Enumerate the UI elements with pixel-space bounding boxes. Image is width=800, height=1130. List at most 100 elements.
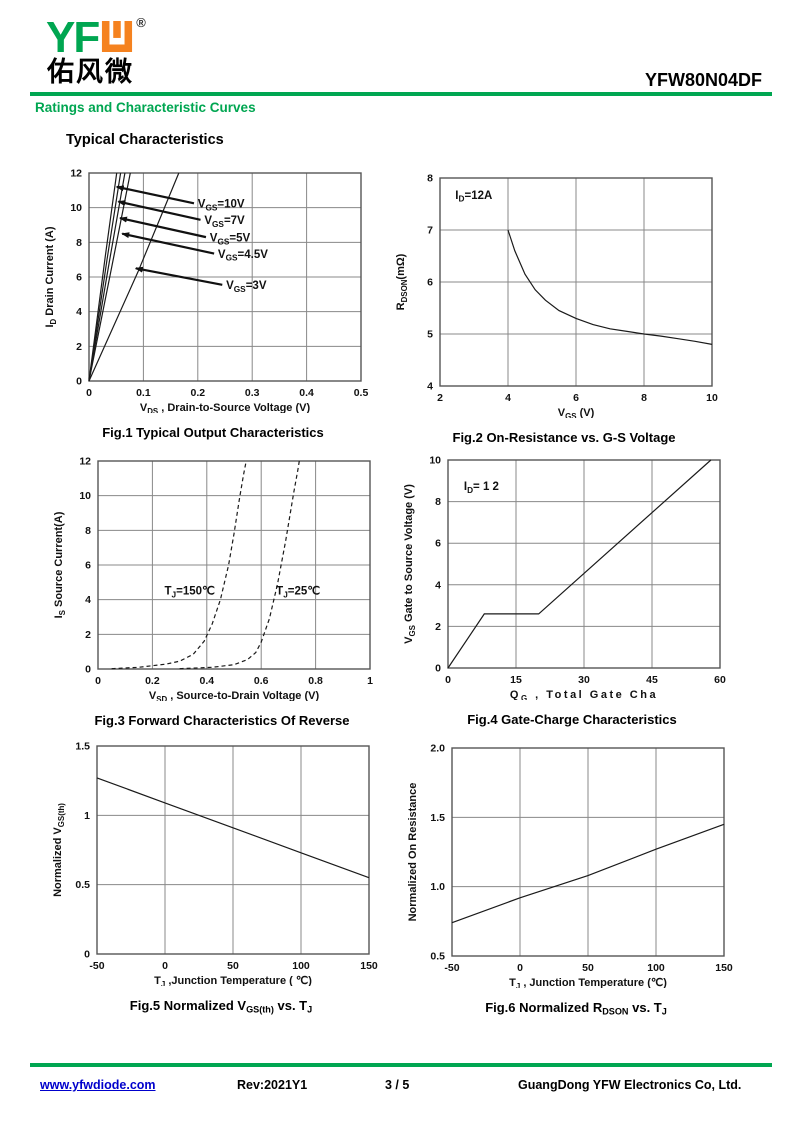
x-axis-label: TJ , Junction Temperature (℃) — [509, 977, 667, 988]
x-axis-label: VSD , Source-to-Drain Voltage (V) — [149, 690, 320, 701]
label-leader-arrow — [121, 232, 215, 255]
x-tick-label: 100 — [292, 960, 310, 972]
y-tick-label: 0.5 — [75, 879, 90, 891]
series-label: VGS=3V — [226, 280, 267, 294]
figure-1-caption: Fig.1 Typical Output Characteristics — [102, 425, 324, 440]
figure-5: -50 0 50 100 150 0 0.5 1 1.5 TJ ,Junction Tempera… — [47, 738, 395, 1015]
y-tick-label: 2 — [85, 629, 91, 641]
y-tick-label: 0 — [85, 664, 91, 676]
x-tick-label: 100 — [647, 962, 665, 974]
x-tick-label: 45 — [646, 674, 658, 686]
section-title: Ratings and Characteristic Curves — [35, 100, 256, 115]
revision-label: Rev:2021Y1 — [237, 1078, 308, 1092]
series-label: VGS=4.5V — [218, 249, 268, 263]
part-number: YFW80N04DF — [644, 70, 762, 90]
x-tick-label: -50 — [89, 960, 104, 972]
x-tick-label: 60 — [714, 674, 726, 686]
y-tick-label: 6 — [85, 560, 91, 572]
y-tick-label: 2.0 — [430, 743, 445, 755]
x-axis-label: VDS , Drain-to-Source Voltage (V) — [140, 402, 311, 413]
y-tick-label: 8 — [76, 237, 82, 249]
series-line — [507, 229, 713, 345]
series-line — [88, 172, 122, 382]
x-tick-label: 0.8 — [308, 675, 323, 687]
series-label: ID= 1 2 — [464, 481, 499, 495]
y-tick-label: 6 — [435, 538, 441, 550]
y-tick-label: 8 — [427, 173, 433, 185]
figure-4: 0 15 30 45 60 0 2 4 6 8 10 QG , Total Gate Cha VGS G… — [398, 452, 746, 728]
figure-6-caption: Fig.6 Normalized RDSON vs. TJ — [485, 1000, 667, 1017]
y-axis-label: ID Drain Current (A) — [44, 226, 58, 327]
plot-border — [97, 460, 371, 670]
y-tick-label: 6 — [76, 272, 82, 284]
series-line — [451, 823, 725, 924]
x-tick-label: 6 — [573, 392, 579, 404]
x-axis-label: TJ ,Junction Temperature ( ℃) — [154, 975, 312, 986]
y-tick-label: 0 — [76, 376, 82, 388]
plot-border — [96, 745, 370, 955]
x-tick-label: 0.3 — [245, 387, 260, 399]
x-tick-label: 0.6 — [254, 675, 269, 687]
y-tick-label: 10 — [429, 455, 441, 467]
figure-1: 0 0.1 0.2 0.3 0.4 0.5 0 2 4 6 8 10 12 VDS , Drain-to-… — [39, 165, 387, 441]
x-tick-label: 30 — [578, 674, 590, 686]
registered-trademark-icon: ® — [136, 15, 146, 30]
x-tick-label: -50 — [444, 962, 459, 974]
series-label: TJ=150℃ — [164, 584, 215, 599]
y-axis-label: VGS Gate to Source Voltage (V) — [403, 484, 417, 644]
plot-border — [439, 177, 713, 387]
x-tick-label: 0 — [445, 674, 451, 686]
y-tick-label: 12 — [70, 168, 82, 180]
logo-yf-text: YF — [46, 13, 100, 62]
y-tick-label: 8 — [85, 525, 91, 537]
y-tick-label: 4 — [435, 579, 441, 591]
x-tick-label: 0 — [162, 960, 168, 972]
x-tick-label: 50 — [582, 962, 594, 974]
plot-border — [447, 459, 721, 669]
x-tick-label: 0.4 — [299, 387, 314, 399]
chart-fig1-output-characteristics: 0 0.1 0.2 0.3 0.4 0.5 0 2 4 6 8 10 12 VDS , Drain-to-… — [44, 168, 369, 414]
x-tick-label: 150 — [360, 960, 378, 972]
x-tick-label: 0 — [517, 962, 523, 974]
y-tick-label: 1.5 — [75, 741, 90, 753]
y-tick-label: 8 — [435, 496, 441, 508]
x-axis-label: QG , Total Gate Cha — [510, 689, 658, 700]
label-leader-arrow — [134, 266, 223, 286]
footer-divider — [30, 1063, 772, 1067]
figure-2-caption: Fig.2 On-Resistance vs. G-S Voltage — [452, 430, 676, 445]
label-leader-arrow — [117, 200, 201, 221]
page-heading: Typical Characteristics — [66, 132, 224, 148]
series-label: VGS=5V — [210, 232, 251, 246]
y-tick-label: 1.0 — [430, 881, 445, 893]
x-tick-label: 0 — [95, 675, 101, 687]
x-tick-label: 0.2 — [190, 387, 205, 399]
chart-fig4-gate-charge: 0 15 30 45 60 0 2 4 6 8 10 QG , Total Gate Cha VGS G… — [403, 455, 726, 701]
label-leader-arrow — [115, 185, 195, 205]
series-label: VGS=7V — [204, 215, 245, 229]
y-tick-label: 4 — [76, 306, 82, 318]
x-tick-label: 2 — [437, 392, 443, 404]
x-tick-label: 0.5 — [354, 387, 369, 399]
x-tick-label: 10 — [706, 392, 718, 404]
x-tick-label: 8 — [641, 392, 647, 404]
y-tick-label: 0.5 — [430, 951, 445, 963]
y-tick-label: 2 — [76, 341, 82, 353]
series-line — [179, 460, 300, 670]
series-line — [111, 460, 247, 670]
page-number: 3 / 5 — [385, 1078, 410, 1092]
website-link[interactable]: www.yfwdiode.com — [40, 1078, 156, 1092]
y-axis-label: RDSON(mΩ) — [395, 253, 409, 310]
x-axis-label: VGS (V) — [558, 407, 595, 418]
header-divider — [30, 92, 772, 96]
series-line — [88, 172, 118, 382]
y-axis-label: Normalized VGS(th) — [52, 803, 66, 897]
figure-4-caption: Fig.4 Gate-Charge Characteristics — [467, 712, 677, 727]
chart-fig6-normalized-rdson: -50 0 50 100 150 0.5 1.0 1.5 2.0 TJ , Junction Te… — [407, 743, 733, 989]
y-tick-label: 4 — [427, 381, 433, 393]
logo-w-glyph-icon — [100, 21, 134, 58]
series-label: TJ=25℃ — [276, 584, 320, 599]
series-line — [447, 459, 712, 669]
plot-border — [88, 172, 362, 382]
y-tick-label: 10 — [79, 490, 91, 502]
